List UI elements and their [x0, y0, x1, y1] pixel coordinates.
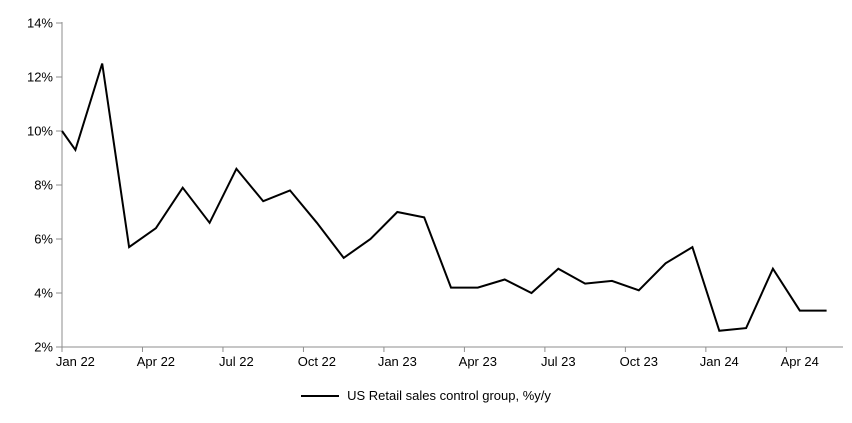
legend-line-sample [301, 394, 340, 397]
x-tick-label: Apr 22 [137, 354, 175, 369]
series-line [61, 63, 827, 332]
x-tick-label: Apr 24 [781, 354, 819, 369]
y-tick-label: 12% [27, 70, 53, 85]
y-tick-label: 14% [27, 16, 53, 31]
x-tick-label: Jul 23 [541, 354, 576, 369]
x-tick-label: Oct 22 [298, 354, 336, 369]
legend: US Retail sales control group, %y/y [0, 388, 852, 403]
x-tick-label: Jan 23 [378, 354, 417, 369]
x-tick-label: Apr 23 [459, 354, 497, 369]
y-tick-label: 10% [27, 124, 53, 139]
y-tick-label: 8% [34, 178, 53, 193]
legend-label: US Retail sales control group, %y/y [347, 388, 551, 403]
x-tick-label: Jan 22 [56, 354, 95, 369]
y-tick-label: 6% [34, 232, 53, 247]
x-tick-label: Jan 24 [700, 354, 739, 369]
x-tick-label: Oct 23 [620, 354, 658, 369]
y-tick-label: 4% [34, 286, 53, 301]
x-tick-label: Jul 22 [219, 354, 254, 369]
plot-area: 2% 4% 6% 8% 10% 12% 14% Jan 22 Apr 22 Jul 22 Oct 2… [27, 16, 843, 369]
y-tick-label: 2% [34, 340, 53, 355]
